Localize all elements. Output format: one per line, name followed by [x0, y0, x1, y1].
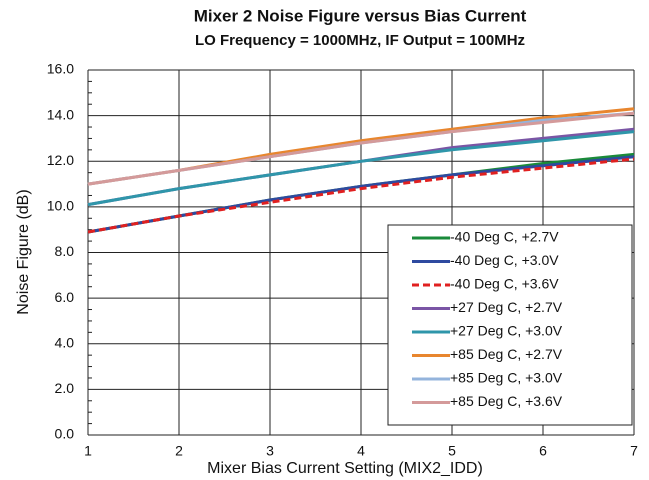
- x-tick-label: 4: [357, 443, 365, 459]
- y-tick-label: 4.0: [55, 334, 75, 350]
- y-axis-label: Noise Figure (dB): [15, 189, 32, 314]
- series-line: [87, 111, 635, 186]
- x-tick-label: 1: [84, 443, 92, 459]
- y-tick-label: 16.0: [47, 61, 74, 77]
- series-line: [87, 157, 635, 234]
- y-tick-label: 14.0: [47, 106, 74, 122]
- chart-subtitle: LO Frequency = 1000MHz, IF Output = 100M…: [195, 32, 525, 49]
- x-tick-label: 3: [266, 443, 274, 459]
- series-line: [87, 130, 635, 207]
- legend-box: [387, 224, 633, 426]
- y-tick-label: 12.0: [47, 152, 74, 168]
- y-tick-label: 10.0: [47, 198, 74, 214]
- y-tick-label: 6.0: [55, 289, 75, 305]
- x-tick-label: 2: [175, 443, 183, 459]
- legend-label: +85 Deg C, +3.0V: [450, 370, 563, 386]
- x-axis-label: Mixer Bias Current Setting (MIX2_IDD): [207, 460, 483, 477]
- y-tick-label: 0.0: [55, 426, 75, 442]
- legend-label: -40 Deg C, +2.7V: [450, 229, 559, 245]
- y-tick-label: 8.0: [55, 243, 75, 259]
- legend-label: -40 Deg C, +3.0V: [450, 252, 559, 268]
- x-tick-label: 5: [448, 443, 456, 459]
- legend-label: +85 Deg C, +2.7V: [450, 346, 563, 362]
- x-tick-label: 7: [630, 443, 638, 459]
- legend-label: -40 Deg C, +3.6V: [450, 276, 559, 292]
- legend-label: +27 Deg C, +2.7V: [450, 299, 563, 315]
- chart-title: Mixer 2 Noise Figure versus Bias Current: [194, 6, 527, 25]
- x-tick-label: 6: [539, 443, 547, 459]
- y-tick-label: 2.0: [55, 380, 75, 396]
- legend-label: +27 Deg C, +3.0V: [450, 323, 563, 339]
- legend-label: +85 Deg C, +3.6V: [450, 393, 563, 409]
